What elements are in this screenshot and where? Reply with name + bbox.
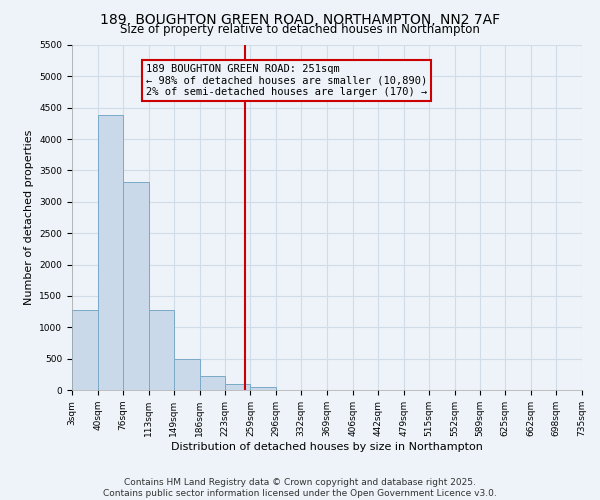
- Text: 189 BOUGHTON GREEN ROAD: 251sqm
← 98% of detached houses are smaller (10,890)
2%: 189 BOUGHTON GREEN ROAD: 251sqm ← 98% of…: [146, 64, 427, 97]
- Text: Size of property relative to detached houses in Northampton: Size of property relative to detached ho…: [120, 22, 480, 36]
- Y-axis label: Number of detached properties: Number of detached properties: [24, 130, 34, 305]
- Bar: [225, 384, 250, 390]
- Bar: [72, 310, 98, 390]
- Bar: [174, 358, 199, 390]
- Bar: [250, 387, 276, 390]
- Bar: [149, 310, 174, 390]
- Bar: [123, 182, 149, 390]
- Bar: [199, 376, 225, 390]
- Text: Contains HM Land Registry data © Crown copyright and database right 2025.
Contai: Contains HM Land Registry data © Crown c…: [103, 478, 497, 498]
- Bar: [98, 116, 123, 390]
- X-axis label: Distribution of detached houses by size in Northampton: Distribution of detached houses by size …: [171, 442, 483, 452]
- Text: 189, BOUGHTON GREEN ROAD, NORTHAMPTON, NN2 7AF: 189, BOUGHTON GREEN ROAD, NORTHAMPTON, N…: [100, 12, 500, 26]
